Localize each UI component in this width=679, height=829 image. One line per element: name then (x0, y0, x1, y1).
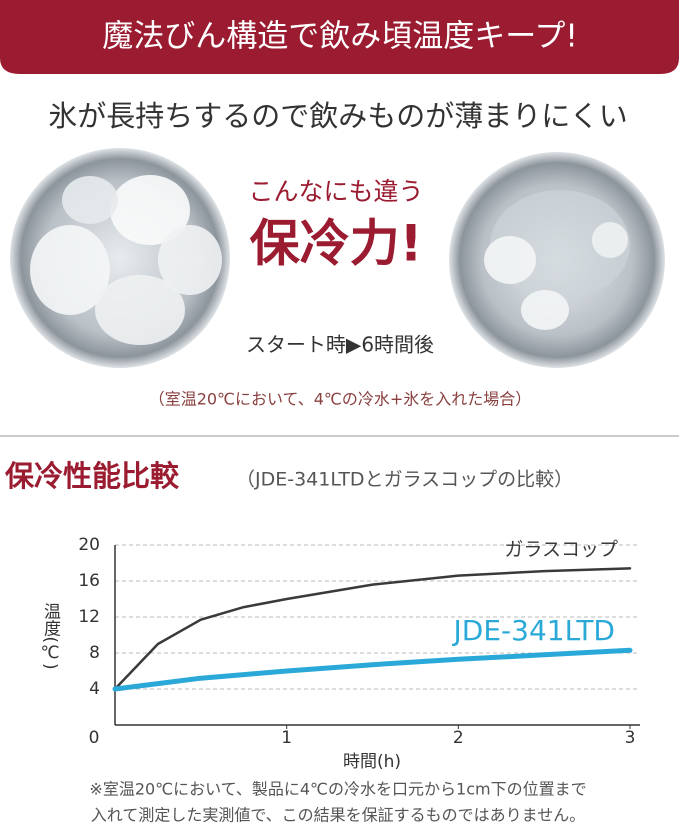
line-series (113, 567, 632, 691)
x-tick-label: 2 (453, 728, 464, 748)
x-axis-label: 時間(h) (343, 752, 401, 772)
legend-label: ガラスコップ (504, 539, 618, 561)
y-tick-label: 0 (89, 728, 100, 748)
footnote: 入れて測定した実測値で、この結果を保証するものではありません。 (91, 806, 585, 825)
condition-note: （室温20℃において、4℃の冷水+氷を入れた場合） (149, 390, 532, 409)
y-tick-label: 20 (78, 535, 100, 555)
y-tick-label: 8 (89, 643, 100, 663)
line-series (112, 647, 633, 692)
y-axis-label: 温度(℃) (40, 602, 61, 669)
compare-label: スタート時▶6時間後 (246, 333, 434, 357)
cup-image-after (449, 152, 665, 368)
x-tick-label: 3 (625, 728, 636, 748)
y-tick-label: 16 (78, 571, 100, 591)
footnote: ※室温20℃において、製品に4℃の冷水を口元から1cm下の位置まで (89, 780, 586, 799)
banner (0, 0, 679, 74)
promo-line1: こんなにも違う (248, 177, 423, 206)
legend-label: JDE-341LTD (452, 614, 615, 647)
x-tick-label: 1 (281, 728, 292, 748)
cup-image-start (10, 148, 230, 368)
banner-text: 魔法びん構造で飲み頃温度キープ! (102, 19, 578, 55)
y-tick-label: 4 (89, 679, 100, 699)
subtitle: 氷が長持ちするので飲みものが薄まりにくい (48, 99, 627, 133)
y-tick-label: 12 (78, 607, 100, 627)
promo-line2: 保冷力! (250, 215, 423, 273)
section-title: 保冷性能比較 (4, 459, 180, 493)
section-subtitle: （JDE-341LTDとガラスコップの比較） (236, 469, 573, 491)
